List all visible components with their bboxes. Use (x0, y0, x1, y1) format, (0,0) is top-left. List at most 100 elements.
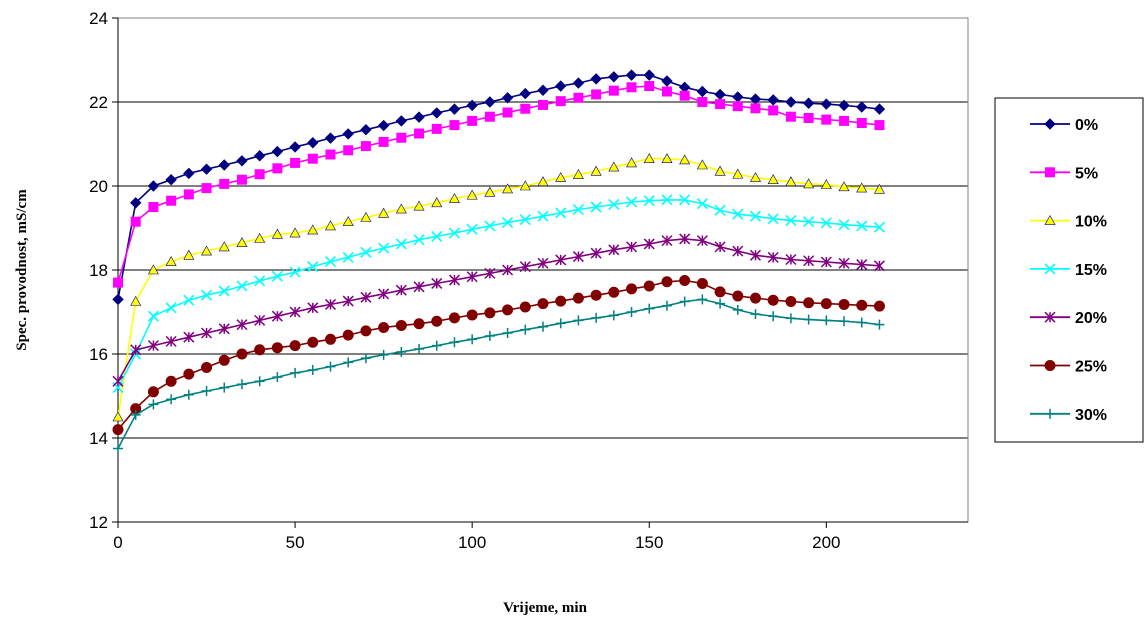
data-point (360, 325, 372, 337)
data-point (696, 159, 708, 170)
data-point (219, 178, 230, 189)
data-point (697, 294, 708, 305)
data-point (414, 128, 425, 139)
marker-stroke (555, 207, 567, 219)
data-point (785, 176, 797, 187)
data-point (785, 296, 797, 307)
data-point (839, 316, 850, 327)
marker-stroke (519, 214, 531, 226)
data-point (201, 385, 212, 396)
data-point (484, 330, 495, 341)
data-point (591, 89, 602, 100)
data-point (519, 87, 531, 100)
data-point (289, 266, 301, 278)
data-point (342, 216, 354, 226)
data-point (643, 153, 655, 163)
legend-marker (1044, 360, 1056, 371)
data-point (165, 173, 177, 186)
legend-label: 15% (1075, 262, 1107, 279)
legend-label: 10% (1075, 214, 1107, 231)
data-point (448, 227, 461, 239)
data-point (201, 327, 213, 339)
data-point (856, 118, 867, 128)
data-point (873, 260, 885, 272)
data-point (254, 232, 266, 243)
data-point (484, 307, 496, 319)
data-point (714, 241, 726, 253)
data-point (661, 153, 673, 163)
data-point (165, 302, 177, 314)
data-point (715, 99, 726, 110)
data-point (307, 302, 319, 314)
data-point (236, 319, 248, 331)
data-point (378, 349, 389, 360)
data-point (307, 224, 319, 235)
y-tick-label: 16 (89, 345, 108, 364)
data-point (696, 235, 708, 247)
marker-stroke (378, 242, 390, 254)
series-line (117, 238, 880, 382)
data-point (378, 136, 389, 147)
data-point (289, 227, 301, 238)
data-point (324, 298, 337, 310)
marker-stroke (395, 238, 407, 250)
data-point (555, 171, 567, 182)
data-point (537, 84, 549, 96)
marker-stroke (307, 261, 319, 273)
data-point (767, 174, 779, 184)
data-point (431, 230, 443, 242)
series-25pct (112, 275, 885, 436)
data-point (873, 183, 885, 194)
data-point (253, 150, 266, 162)
data-point (396, 346, 407, 357)
data-point (644, 81, 655, 92)
data-point (130, 216, 141, 227)
grid-layer (118, 101, 968, 439)
data-point (538, 99, 548, 110)
data-point (307, 364, 318, 375)
x-tick-label: 50 (286, 533, 305, 552)
data-point (271, 270, 283, 282)
series-line (117, 199, 880, 388)
data-point (608, 85, 619, 96)
data-point (289, 340, 301, 352)
data-point (715, 298, 726, 309)
data-point (200, 163, 213, 175)
data-point (626, 157, 638, 168)
data-point (502, 107, 513, 118)
data-point (218, 159, 230, 171)
data-point (643, 195, 655, 207)
data-point (183, 249, 195, 260)
data-point (467, 334, 478, 345)
data-point (271, 228, 283, 239)
marker-stroke (183, 294, 195, 306)
data-point (272, 372, 283, 383)
data-point (856, 101, 868, 113)
data-point (148, 399, 159, 410)
data-point (838, 298, 850, 310)
data-point (325, 149, 336, 160)
marker-stroke (732, 208, 744, 220)
data-point (555, 80, 567, 92)
data-point (147, 310, 159, 322)
data-point (147, 180, 160, 192)
data-point (572, 292, 584, 304)
marker-stroke (342, 251, 354, 263)
axes: 12 14 16 18 20 22 24 0 50 100 150 200 (89, 9, 968, 552)
data-point (289, 141, 301, 153)
data-point (360, 141, 371, 152)
legend-marker (1044, 118, 1056, 130)
data-point (360, 211, 372, 222)
data-point (732, 304, 743, 315)
y-tick-label: 14 (89, 429, 108, 448)
data-point (307, 261, 319, 273)
data-point (679, 233, 691, 245)
y-tick-label: 18 (89, 261, 108, 280)
data-point (254, 275, 266, 287)
data-point (218, 323, 230, 335)
data-point (749, 249, 762, 261)
data-point (183, 167, 195, 180)
legend-label: 20% (1075, 310, 1107, 327)
series-line (117, 298, 880, 449)
data-point (555, 318, 566, 329)
